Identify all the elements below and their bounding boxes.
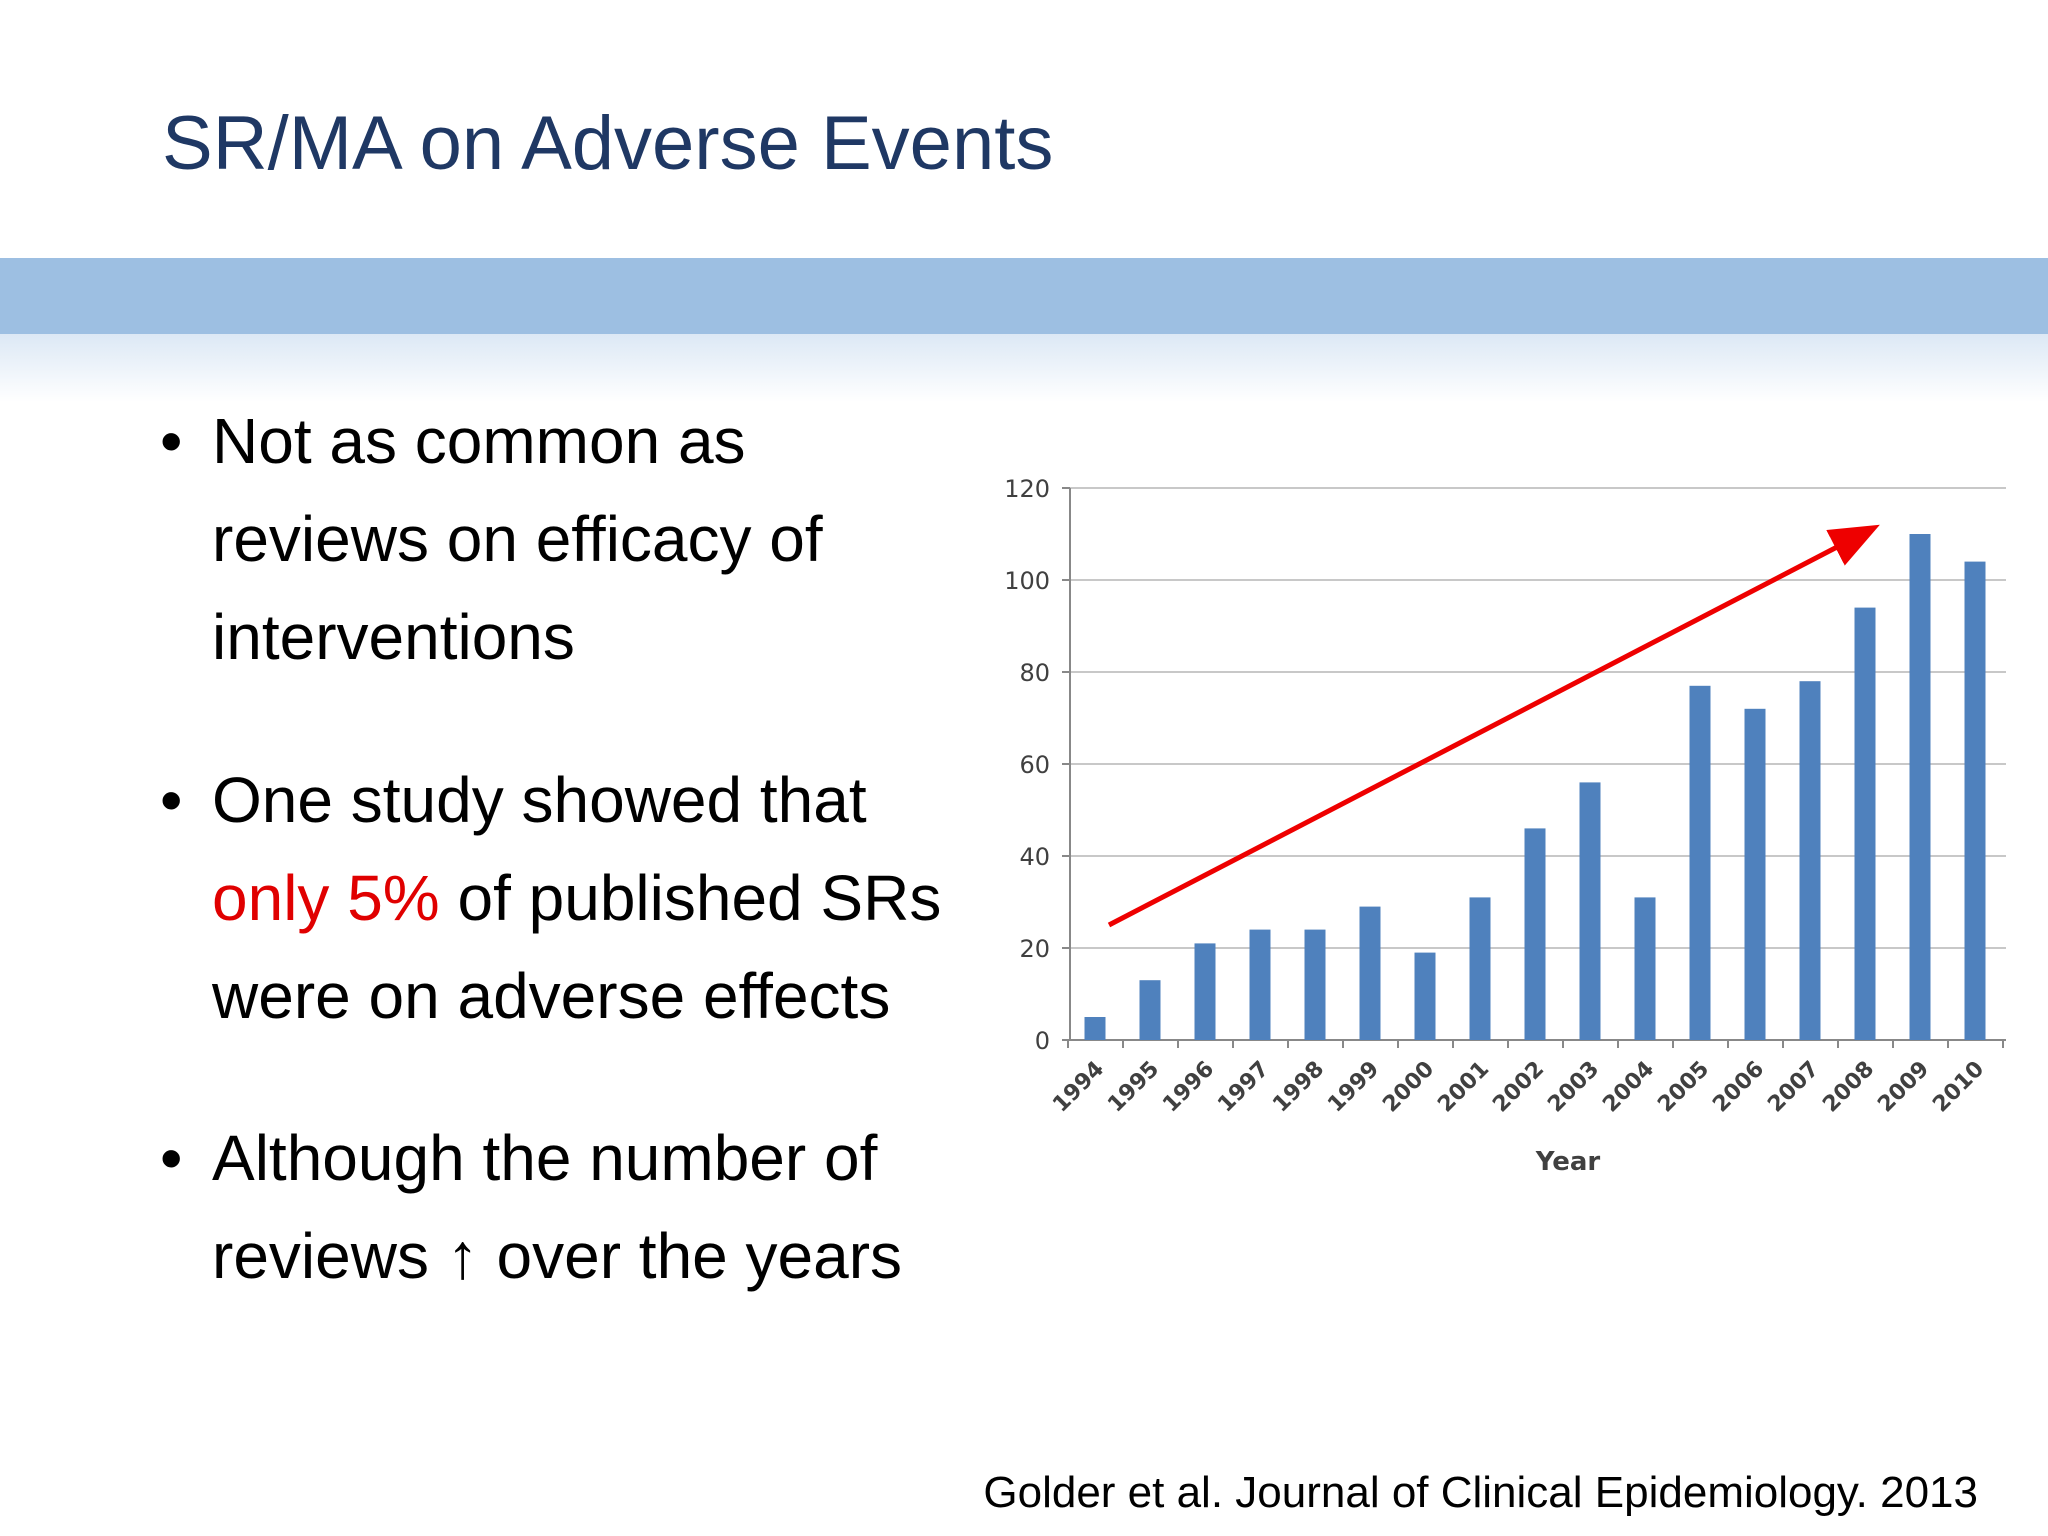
- x-tick-label: 2000: [1378, 1057, 1439, 1118]
- trend-arrow: [1107, 524, 1880, 928]
- bullet-item-efficacy: • Not as common as reviews on efficacy o…: [160, 392, 1020, 686]
- x-tick-label: 1999: [1323, 1057, 1384, 1118]
- x-tick-label: 1997: [1213, 1057, 1274, 1118]
- bullet-line: reviews ↑ over the years: [212, 1220, 903, 1292]
- x-tick-label: 2007: [1763, 1057, 1824, 1118]
- bar-2003: [1579, 782, 1601, 1040]
- y-tick-label: 60: [1019, 751, 1050, 779]
- x-tick-label: 2005: [1653, 1057, 1714, 1118]
- bullet-line: interventions: [212, 601, 575, 673]
- bar-1996: [1194, 943, 1216, 1040]
- y-tick-label: 100: [1004, 567, 1050, 595]
- reviews-per-year-chart: 1994199519961997199819992000200120022003…: [1004, 475, 2006, 1177]
- bar-2005: [1689, 685, 1711, 1040]
- chart-bars: [1084, 534, 1986, 1040]
- bullet-line: reviews on efficacy of: [212, 503, 823, 575]
- x-tick-label: 2001: [1433, 1057, 1494, 1118]
- chart-y-tick-labels: 0 20 40 60 80 100 120: [1004, 475, 1050, 1055]
- x-tick-label: 2009: [1873, 1057, 1934, 1118]
- x-tick-label: 2003: [1543, 1057, 1604, 1118]
- bar-2006: [1744, 708, 1766, 1040]
- bar-1997: [1249, 929, 1271, 1040]
- bar-1995: [1139, 980, 1161, 1040]
- bullet-line: were on adverse effects: [212, 960, 891, 1032]
- y-tick-label: 80: [1019, 659, 1050, 687]
- y-tick-label: 120: [1004, 475, 1050, 503]
- y-tick-label: 0: [1035, 1027, 1050, 1055]
- bullet-dot: •: [160, 764, 183, 836]
- y-tick-label: 20: [1019, 935, 1050, 963]
- x-axis-label: Year: [1535, 1147, 1601, 1177]
- title-band-fade: [0, 334, 2048, 402]
- citation: Golder et al. Journal of Clinical Epidem…: [983, 1468, 1978, 1517]
- x-tick-label: 2008: [1818, 1057, 1879, 1118]
- bullet-line: Not as common as: [212, 405, 746, 477]
- bullet-line: of published SRs: [439, 862, 942, 934]
- x-tick-label: 2004: [1598, 1057, 1659, 1118]
- bullet-line: Although the number of: [212, 1122, 878, 1194]
- slide-title: SR/MA on Adverse Events: [162, 101, 1054, 186]
- bar-2001: [1469, 897, 1491, 1040]
- x-tick-label: 1995: [1103, 1057, 1164, 1118]
- x-tick-label: 2002: [1488, 1057, 1549, 1118]
- bar-2010: [1964, 561, 1986, 1040]
- bullet-dot: •: [160, 405, 183, 477]
- bar-2007: [1799, 681, 1821, 1040]
- highlight-text: only 5%: [212, 862, 440, 934]
- x-tick-label: 1996: [1158, 1057, 1219, 1118]
- chart-annotations: [1107, 524, 1880, 928]
- bar-2004: [1634, 897, 1656, 1040]
- y-tick-label: 40: [1019, 843, 1050, 871]
- bullet-line: One study showed that: [212, 764, 867, 836]
- bar-2009: [1909, 534, 1931, 1040]
- bar-2008: [1854, 607, 1876, 1040]
- bullet-dot: •: [160, 1122, 183, 1194]
- chart-x-tick-labels: 1994199519961997199819992000200120022003…: [1048, 1057, 1989, 1118]
- title-band: [0, 258, 2048, 334]
- x-tick-label: 1998: [1268, 1057, 1329, 1118]
- x-tick-label: 1994: [1048, 1057, 1109, 1118]
- bullet-item-trend: • Although the number of reviews ↑ over …: [160, 1109, 1020, 1305]
- bar-1998: [1304, 929, 1326, 1040]
- bar-2000: [1414, 952, 1436, 1040]
- bar-1994: [1084, 1017, 1106, 1040]
- bullet-list: • Not as common as reviews on efficacy o…: [160, 392, 1020, 1305]
- x-tick-label: 2010: [1928, 1057, 1989, 1118]
- bullet-item-study: • One study showed that only 5% of publi…: [160, 751, 1020, 1045]
- bar-2002: [1524, 828, 1546, 1040]
- x-tick-label: 2006: [1708, 1057, 1769, 1118]
- bar-1999: [1359, 906, 1381, 1040]
